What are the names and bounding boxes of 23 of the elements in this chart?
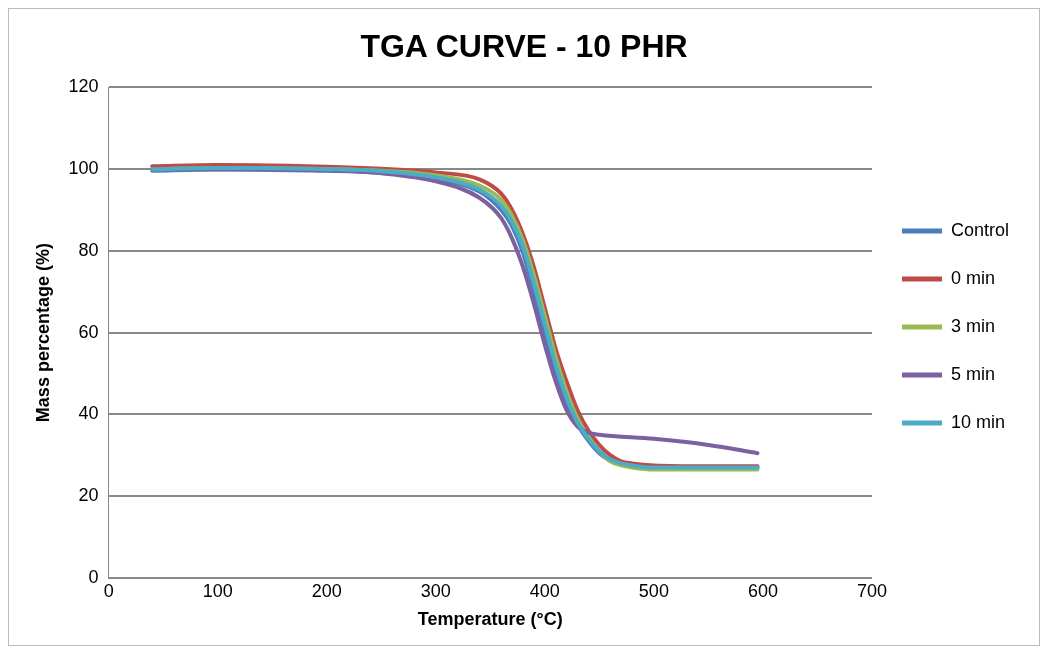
x-tick-label: 200 — [311, 580, 342, 601]
y-axis-title: Mass percentage (%) — [32, 243, 53, 423]
legend-label: 0 min — [950, 267, 995, 288]
x-tick-label: 500 — [638, 580, 669, 601]
x-tick-label: 600 — [747, 580, 778, 601]
y-tick-label: 80 — [78, 239, 99, 260]
y-tick-label: 100 — [68, 158, 99, 179]
x-tick-label: 700 — [856, 580, 887, 601]
x-tick-label: 0 — [103, 580, 114, 601]
x-tick-label: 100 — [202, 580, 233, 601]
x-axis-title: Temperature (°C) — [417, 609, 563, 630]
y-tick-label: 40 — [78, 403, 99, 424]
x-tick-label: 300 — [420, 580, 451, 601]
y-tick-label: 20 — [78, 485, 99, 506]
y-tick-label: 120 — [68, 76, 99, 97]
x-tick-label: 400 — [529, 580, 560, 601]
legend-label: 10 min — [950, 411, 1006, 432]
legend-label: Control — [950, 219, 1010, 240]
chart-title: TGA CURVE - 10 PHR — [360, 28, 688, 65]
y-tick-label: 0 — [88, 566, 99, 587]
y-tick-label: 60 — [78, 321, 99, 342]
legend-label: 3 min — [950, 315, 995, 336]
legend-label: 5 min — [950, 363, 995, 384]
